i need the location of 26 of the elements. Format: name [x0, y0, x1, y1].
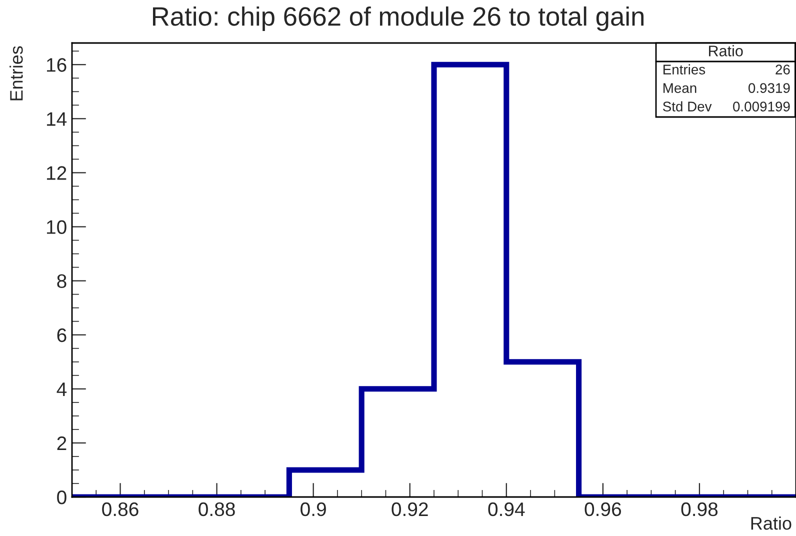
y-axis-title: Entries [10, 46, 23, 100]
annotation: 0.9319 [748, 83, 790, 93]
y-tick-label: 6 [57, 328, 66, 342]
x-tick-label: 0.94 [488, 502, 525, 516]
y-tick-label: 14 [46, 112, 67, 126]
y-tick-label: 12 [46, 166, 66, 180]
x-tick-label: 0.88 [198, 502, 235, 516]
y-tick-label: 16 [46, 58, 66, 72]
annotation: Entries [664, 64, 706, 74]
y-tick-label: 2 [57, 436, 66, 450]
x-tick-label: 0.9 [300, 502, 326, 516]
x-tick-label: 0.92 [392, 502, 428, 516]
x-tick-label: 0.98 [681, 502, 718, 516]
y-tick-label: 4 [56, 382, 67, 396]
annotation: Std Dev [663, 101, 712, 112]
annotation: Ratio [709, 45, 743, 56]
annotation: 26 [776, 64, 790, 74]
y-tick-label: 0 [57, 490, 66, 504]
x-axis-title: Ratio [751, 516, 792, 530]
annotation: Mean [664, 83, 696, 93]
chart-title: Ratio: chip 6662 of module 26 to total gain [152, 6, 644, 32]
annotation: 0.009199 [733, 102, 790, 112]
x-tick-label: 0.96 [584, 502, 622, 516]
x-tick-label: 0.86 [102, 502, 138, 516]
y-tick-label: 8 [57, 274, 66, 288]
y-tick-label: 10 [46, 220, 66, 234]
